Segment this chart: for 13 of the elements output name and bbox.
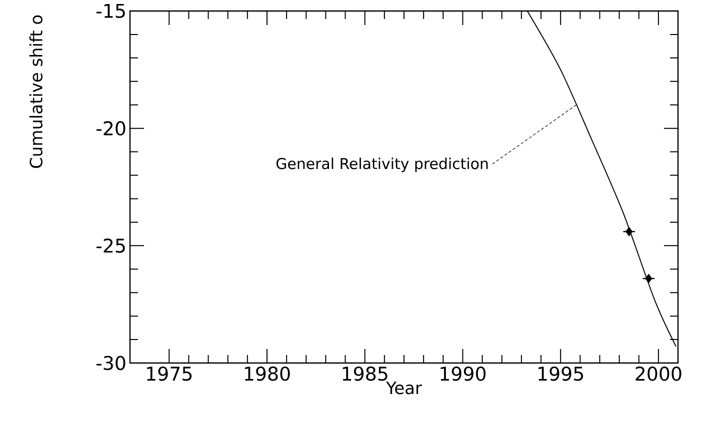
x-axis-title: Year <box>386 382 422 394</box>
y-axis-title: Cumulative shift o <box>29 15 42 168</box>
x-tick-label: 1980 <box>244 366 290 381</box>
y-tick-label: -20 <box>96 121 126 136</box>
y-tick-label: -15 <box>96 4 125 18</box>
x-tick-label: 1995 <box>538 366 583 381</box>
annotation: General Relativity prediction <box>276 158 488 172</box>
x-tick-label: 1990 <box>440 366 486 381</box>
x-tick-label: 1975 <box>147 366 192 381</box>
x-tick-label: 1985 <box>342 366 388 381</box>
y-tick-label: -30 <box>96 356 126 370</box>
y-tick-label: -25 <box>96 238 125 253</box>
x-tick-label: 2000 <box>636 366 682 381</box>
